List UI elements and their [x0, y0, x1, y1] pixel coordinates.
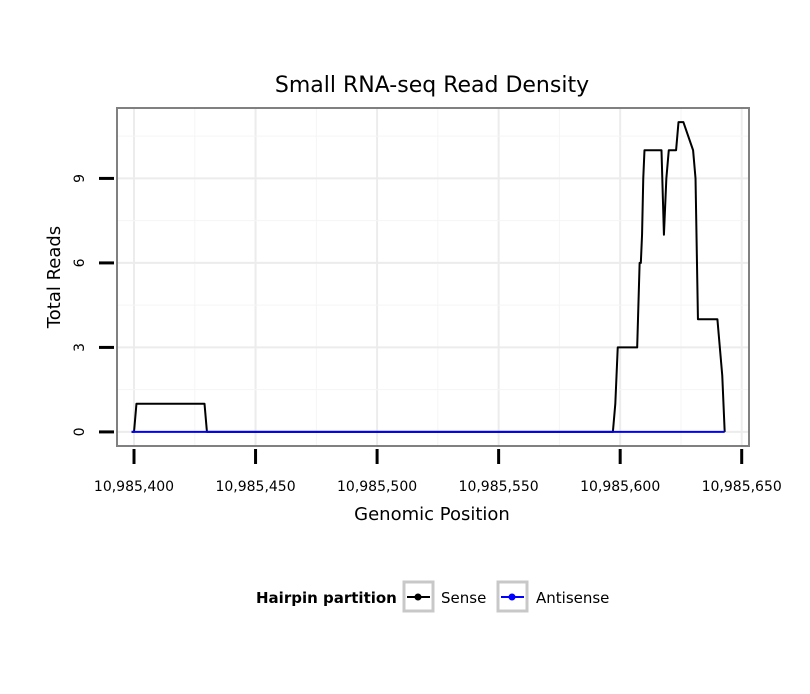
grid-layer [117, 108, 749, 446]
series-line-sense [131, 121, 726, 433]
y-tick-label: 6 [72, 258, 88, 267]
x-tick-label: 10,985,600 [580, 479, 660, 495]
legend-point-sense [414, 593, 422, 601]
x-tick-label: 10,985,450 [215, 479, 295, 495]
y-tick-label: 3 [72, 343, 88, 352]
legend-item-sense: Sense [402, 580, 486, 613]
x-tick-label: 10,985,500 [337, 479, 417, 495]
legend-title: Hairpin partition [256, 589, 397, 607]
y-tick-label: 0 [72, 427, 88, 436]
legend-label-antisense: Antisense [536, 589, 609, 607]
x-axis: 10,985,400 10,985,450 10,985,500 10,985,550… [94, 449, 782, 495]
y-tick-label: 9 [72, 174, 88, 183]
x-tick-label: 10,985,550 [459, 479, 539, 495]
plot-border [116, 107, 750, 447]
x-tick-label: 10,985,400 [94, 479, 174, 495]
legend: Hairpin partition Sense Antisense [256, 580, 609, 613]
series-layer [131, 121, 726, 433]
y-axis-label: Total Reads [44, 226, 65, 329]
legend-label-sense: Sense [441, 589, 486, 607]
y-axis: 0 3 6 9 [72, 174, 114, 436]
legend-item-antisense: Antisense [496, 580, 609, 613]
legend-point-antisense [508, 593, 516, 601]
chart-title: Small RNA-seq Read Density [275, 73, 589, 98]
x-axis-label: Genomic Position [354, 504, 510, 525]
x-tick-label: 10,985,650 [702, 479, 782, 495]
